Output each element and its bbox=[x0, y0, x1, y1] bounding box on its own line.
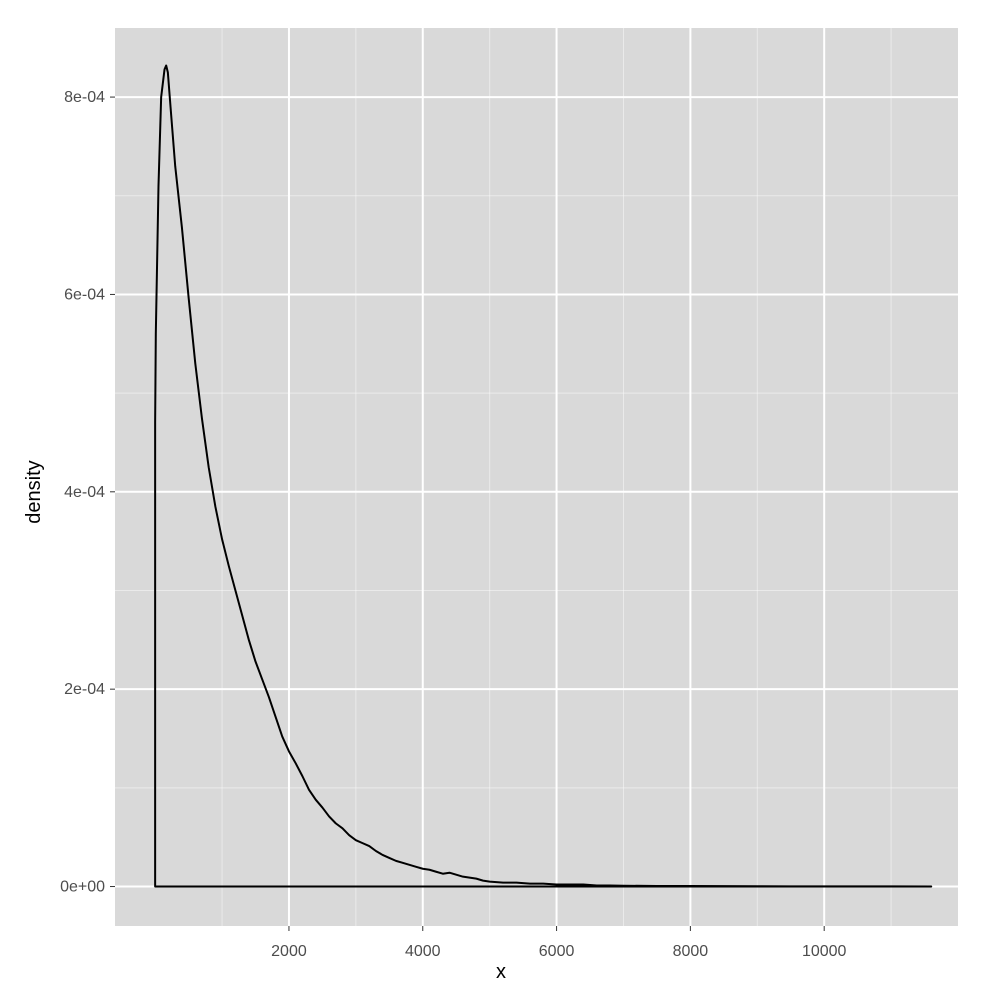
minor-grid bbox=[115, 28, 958, 926]
y-tick-label: 4e-04 bbox=[64, 484, 105, 501]
x-tick-label: 4000 bbox=[405, 943, 441, 960]
x-tick-label: 6000 bbox=[539, 943, 575, 960]
x-tick-label: 8000 bbox=[673, 943, 709, 960]
y-tick-label: 8e-04 bbox=[64, 89, 105, 106]
y-tick-label: 2e-04 bbox=[64, 681, 105, 698]
plot-panel bbox=[115, 28, 958, 926]
density-curve-layer bbox=[154, 64, 933, 888]
density-curve bbox=[154, 64, 933, 888]
y-tick-label: 6e-04 bbox=[64, 286, 105, 303]
x-tick-label: 2000 bbox=[271, 943, 307, 960]
y-tick-label: 0e+00 bbox=[60, 879, 105, 896]
y-axis: 0e+00 2e-04 4e-04 6e-04 8e-04 bbox=[60, 89, 115, 896]
x-axis: 2000 4000 6000 8000 10000 bbox=[271, 926, 847, 960]
x-axis-title: x bbox=[496, 961, 506, 983]
x-tick-label: 10000 bbox=[802, 943, 847, 960]
y-axis-title: density bbox=[23, 460, 45, 523]
